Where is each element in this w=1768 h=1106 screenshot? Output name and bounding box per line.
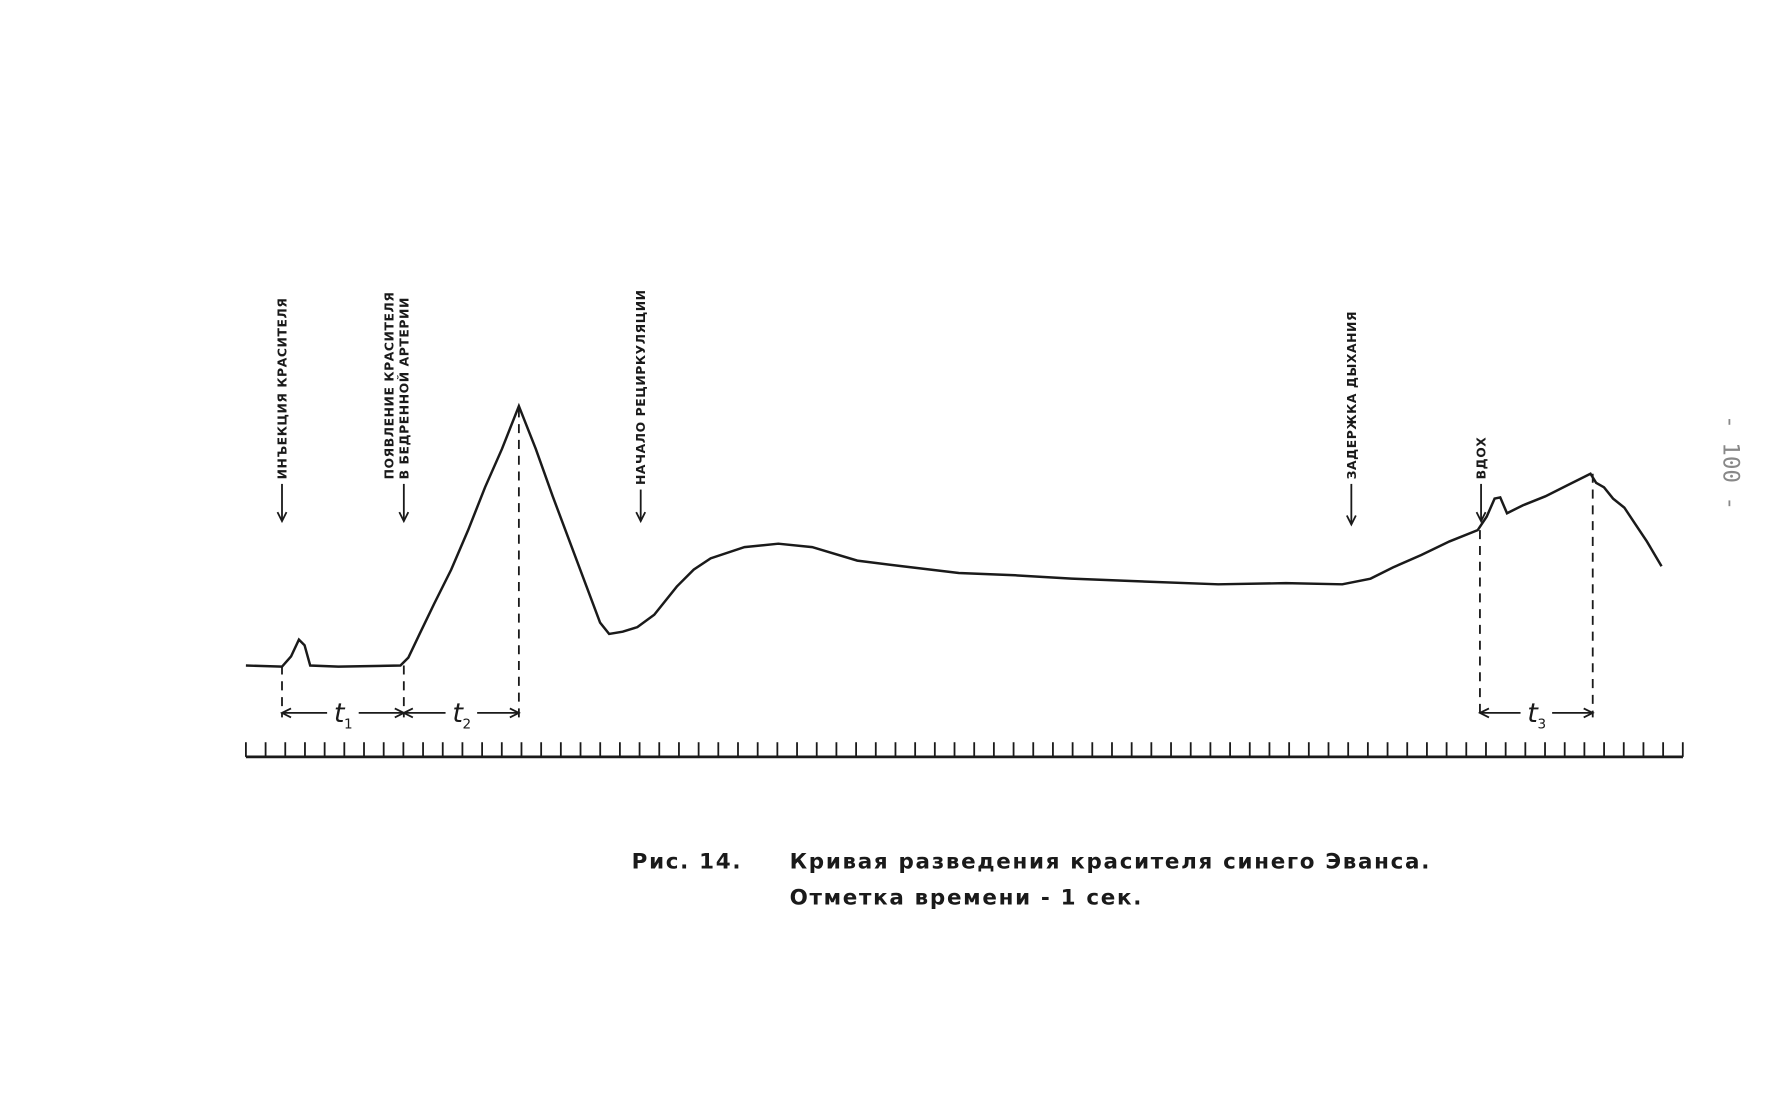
caption-line: Кривая разведения красителя синего Эванс… [790,850,1431,875]
interval-index: 2 [462,717,471,733]
arrow-head [279,707,292,719]
arrow-head [1583,707,1595,719]
arrow-head [1475,511,1487,524]
annotation-text: начало рециркуляции [633,289,648,485]
interval-index: 1 [344,717,353,733]
annotations: инъекция красителя появление красителя в б… [275,289,1489,527]
page-number: - 100 - [1718,415,1744,510]
arrow-head [401,707,414,719]
arrow-head [509,707,521,719]
arrow-head [1346,515,1357,527]
interval-symbol: t [452,698,464,729]
figure: инъекция красителя появление красителя в б… [245,289,1744,911]
time-ticks [245,742,1684,757]
annotation-text: инъекция красителя [275,298,290,480]
arrow-head [1477,707,1490,719]
interval-index: 3 [1537,717,1546,733]
interval-symbol: t [1527,698,1539,729]
annotation-text: в бедренной артерии [396,297,411,479]
caption-line: Отметка времени - 1 сек. [790,886,1143,911]
annotation-text: вдох [1474,437,1489,480]
arrow-head [635,511,647,524]
annotation-text: появление красителя [382,292,397,480]
interval-symbol: t [334,698,346,729]
arrow-head [276,511,288,524]
dilution-curve [245,402,1663,668]
annotation-text: задержка дыхания [1344,311,1359,479]
dashed-markers [281,408,1594,718]
arrow-head [398,511,410,524]
caption-label: Рис. 14. [632,850,743,875]
